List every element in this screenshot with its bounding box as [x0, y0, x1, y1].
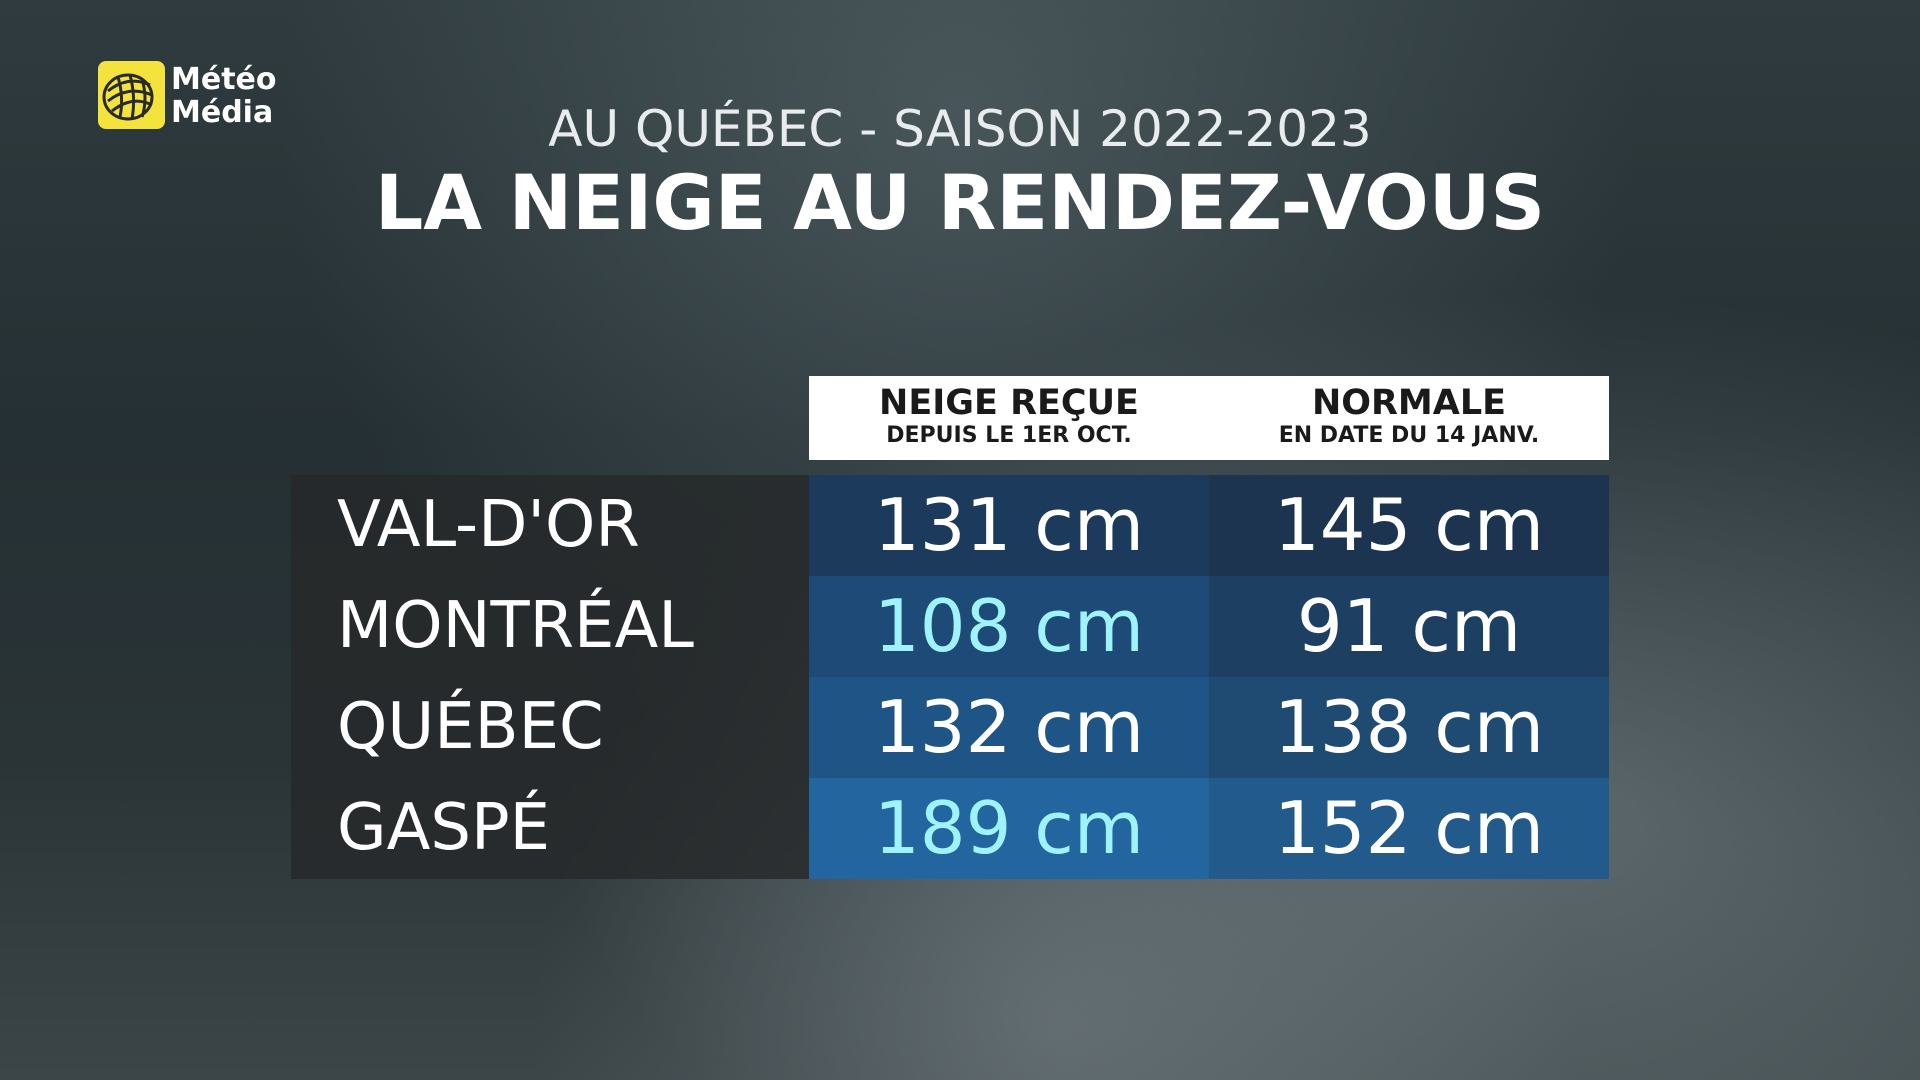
table-row: GASPÉ 189 cm 152 cm	[291, 778, 1609, 879]
snow-value: 138 cm	[1209, 677, 1609, 778]
table-row: MONTRÉAL 108 cm 91 cm	[291, 576, 1609, 677]
title: LA NEIGE AU RENDEZ-VOUS	[374, 158, 1546, 247]
city-name: MONTRÉAL	[291, 576, 809, 677]
snow-value: 131 cm	[809, 475, 1209, 576]
logo-icon	[98, 61, 165, 129]
snow-value: 108 cm	[809, 576, 1209, 677]
city-name: GASPÉ	[291, 778, 809, 879]
snow-value: 152 cm	[1209, 778, 1609, 879]
column-title: NEIGE REÇUE	[879, 383, 1139, 423]
table-header: NEIGE REÇUE DEPUIS LE 1ER OCT. NORMALE EN D…	[809, 376, 1609, 460]
column-header: NEIGE REÇUE DEPUIS LE 1ER OCT.	[809, 376, 1209, 460]
city-name: QUÉBEC	[291, 677, 809, 778]
snow-value: 132 cm	[809, 677, 1209, 778]
column-title: NORMALE	[1311, 383, 1507, 423]
column-header: NORMALE EN DATE DU 14 JANV.	[1209, 376, 1609, 460]
column-subtitle: EN DATE DU 14 JANV.	[1278, 423, 1540, 448]
snow-value: 145 cm	[1209, 475, 1609, 576]
column-subtitle: DEPUIS LE 1ER OCT.	[886, 423, 1132, 448]
logo-text: Média	[171, 95, 274, 130]
snow-value: 91 cm	[1209, 576, 1609, 677]
city-name: VAL-D'OR	[291, 475, 809, 576]
logo-text: Météo	[171, 62, 277, 97]
subtitle: AU QUÉBEC - SAISON 2022-2023	[548, 100, 1372, 158]
snow-value: 189 cm	[809, 778, 1209, 879]
table-row: QUÉBEC 132 cm 138 cm	[291, 677, 1609, 778]
table-body: VAL-D'OR 131 cm 145 cm MONTRÉAL 108 cm 91 cm Q…	[291, 475, 1609, 879]
table-row: VAL-D'OR 131 cm 145 cm	[291, 475, 1609, 576]
